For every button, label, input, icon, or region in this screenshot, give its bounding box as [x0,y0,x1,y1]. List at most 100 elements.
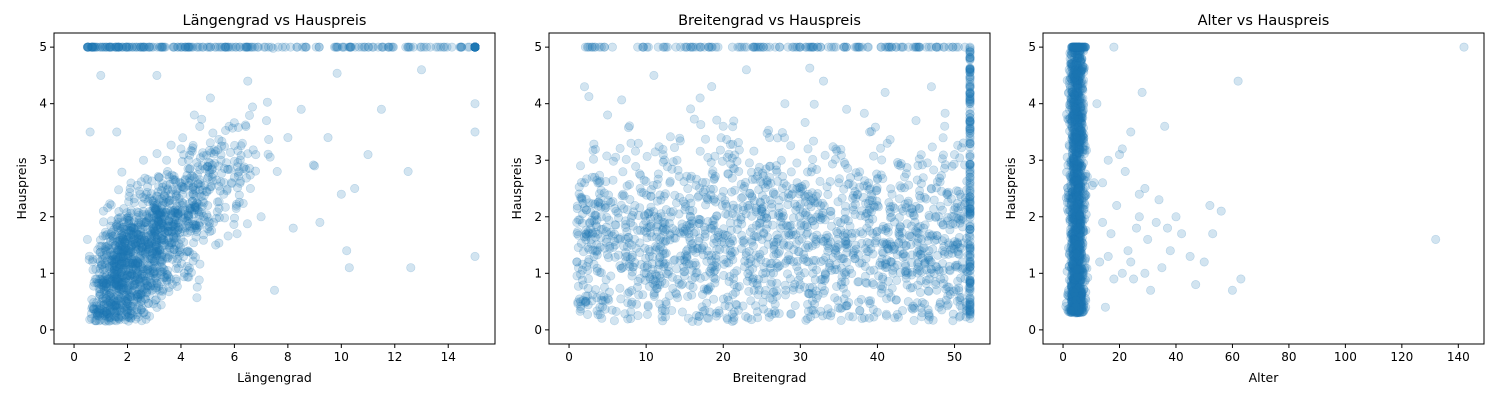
density-point [147,196,157,206]
capped-point [263,42,273,52]
density-point [152,261,162,271]
density-point [157,218,167,228]
density-point [172,208,182,218]
density-point [192,293,202,303]
capped-point [470,42,480,52]
density-point [190,219,200,229]
density-point [652,179,662,189]
density-point [833,240,843,250]
density-point [957,264,967,274]
density-point [650,269,660,279]
density-point [688,206,698,216]
density-point [163,265,173,275]
density-point [149,246,159,256]
density-point [694,214,704,224]
density-point [120,237,130,247]
density-point [914,204,924,214]
capped-point [140,42,150,52]
capped-point [181,42,191,52]
density-point [676,251,686,261]
density-point [602,212,612,222]
density-point [782,256,792,266]
density-point [112,270,122,280]
density-point [773,261,783,271]
capped-point [83,42,93,52]
density-point [799,221,809,231]
density-point [132,270,142,280]
density-point [94,291,104,301]
capped-point [247,42,257,52]
capped-point [338,42,348,52]
density-point [786,309,796,319]
density-point [851,244,861,254]
capped-point [470,42,480,52]
density-point [617,95,627,105]
density-point [870,238,880,248]
density-point [121,274,131,284]
data-point [82,234,92,244]
density-point [135,240,145,250]
density-point [186,204,196,214]
density-point [107,261,117,271]
density-point [95,256,105,266]
density-point [772,234,782,244]
density-point [183,214,193,224]
density-point [762,219,772,229]
capped-point [114,42,124,52]
density-point [141,310,151,320]
density-point [109,263,119,273]
capped-point [136,42,146,52]
density-point [738,201,748,211]
density-point [157,199,167,209]
density-point [152,215,162,225]
capped-point [138,42,148,52]
density-point [135,254,145,264]
capped-point [456,42,466,52]
density-point [673,165,683,175]
density-point [117,271,127,281]
density-point [153,199,163,209]
capped-point [470,42,480,52]
data-point [406,263,416,273]
capped-point [155,42,165,52]
density-point [760,194,770,204]
density-point [720,301,730,311]
density-point [858,229,868,239]
capped-point [221,42,231,52]
density-point [88,304,98,314]
density-point [106,200,116,210]
density-point [131,244,141,254]
density-point [596,185,606,195]
density-point [859,108,869,118]
density-point [685,193,695,203]
density-point [892,250,902,260]
density-point [106,229,116,239]
density-point [106,307,116,317]
density-point [214,135,224,145]
density-point [140,218,150,228]
density-point [776,223,786,233]
density-point [192,158,202,168]
density-point [908,208,918,218]
density-point [121,310,131,320]
density-point [649,207,659,217]
density-point [157,215,167,225]
density-point [722,202,732,212]
density-point [918,173,928,183]
capped-point [470,42,480,52]
capped-point [470,42,480,52]
x-tick-label: 30 [793,350,808,364]
density-point [694,214,704,224]
capped-point [83,42,93,52]
density-point [126,291,136,301]
density-point [720,195,730,205]
capped-point [198,42,208,52]
density-point [748,241,758,251]
density-point [118,257,128,267]
density-point [123,234,133,244]
capped-point [122,42,132,52]
density-point [864,185,874,195]
capped-point [136,42,146,52]
density-point [111,278,121,288]
density-point [759,229,769,239]
